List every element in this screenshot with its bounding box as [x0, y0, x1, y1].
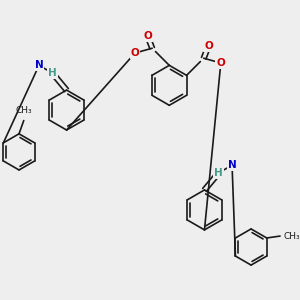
Text: O: O [216, 58, 225, 68]
Text: CH₃: CH₃ [16, 106, 32, 115]
Text: O: O [131, 48, 140, 58]
Text: O: O [143, 31, 152, 41]
Text: H: H [214, 168, 223, 178]
Text: N: N [34, 60, 43, 70]
Text: CH₃: CH₃ [284, 232, 300, 241]
Text: N: N [228, 160, 236, 170]
Text: H: H [48, 68, 57, 78]
Text: O: O [204, 41, 213, 51]
